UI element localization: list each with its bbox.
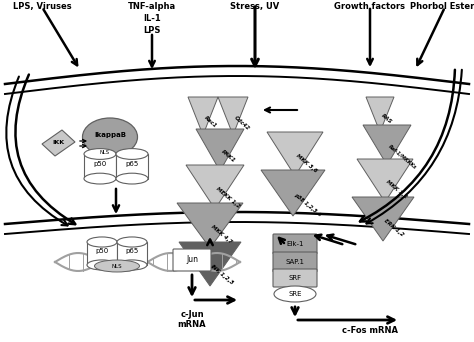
Text: MKK 1,2: MKK 1,2: [385, 180, 408, 200]
Text: p65: p65: [126, 248, 138, 254]
Bar: [84, 154, 116, 179]
Text: MEKK 1,2: MEKK 1,2: [215, 186, 241, 209]
Text: mRNA: mRNA: [178, 320, 206, 329]
Polygon shape: [42, 130, 75, 156]
Ellipse shape: [116, 173, 148, 184]
Polygon shape: [196, 129, 244, 171]
FancyBboxPatch shape: [273, 269, 317, 287]
Text: p38 1,2,3,4: p38 1,2,3,4: [293, 192, 322, 217]
Polygon shape: [363, 125, 411, 165]
Text: MKK 4,7: MKK 4,7: [210, 224, 233, 245]
Text: c-Fos mRNA: c-Fos mRNA: [342, 326, 398, 335]
Text: SRF: SRF: [289, 275, 301, 281]
Text: ERK 1,2: ERK 1,2: [383, 218, 405, 237]
Text: Stress, UV: Stress, UV: [230, 2, 280, 11]
Text: p50: p50: [93, 161, 107, 167]
Bar: [117, 242, 147, 265]
Text: IKK: IKK: [52, 141, 64, 145]
Ellipse shape: [117, 260, 147, 270]
Bar: [87, 242, 117, 265]
FancyBboxPatch shape: [173, 249, 211, 271]
Ellipse shape: [87, 237, 117, 247]
Text: SRE: SRE: [288, 291, 302, 297]
Text: Rac1: Rac1: [203, 115, 218, 129]
Text: p65: p65: [126, 161, 138, 167]
Text: Raf-1/MKKKs: Raf-1/MKKKs: [387, 144, 418, 170]
Polygon shape: [267, 132, 323, 176]
FancyArrowPatch shape: [366, 70, 462, 224]
Text: Elk-1: Elk-1: [286, 241, 304, 247]
Text: PAK1: PAK1: [220, 149, 237, 163]
Polygon shape: [186, 165, 244, 209]
Text: p50: p50: [95, 248, 109, 254]
Ellipse shape: [84, 149, 116, 159]
Ellipse shape: [84, 173, 116, 184]
Text: RAS: RAS: [381, 113, 393, 125]
FancyArrowPatch shape: [6, 77, 68, 225]
FancyArrowPatch shape: [15, 75, 75, 224]
Text: SAP.1: SAP.1: [285, 259, 304, 265]
Polygon shape: [261, 170, 325, 216]
Ellipse shape: [117, 237, 147, 247]
Text: IL-1: IL-1: [143, 14, 161, 23]
Text: MKK 3,6: MKK 3,6: [295, 153, 319, 173]
Ellipse shape: [94, 260, 139, 272]
Ellipse shape: [274, 286, 316, 302]
FancyBboxPatch shape: [273, 234, 317, 254]
Text: JNK 1,2,3: JNK 1,2,3: [210, 263, 236, 285]
Text: Cdc42: Cdc42: [233, 115, 251, 131]
Text: NLS: NLS: [100, 149, 110, 155]
FancyArrowPatch shape: [360, 70, 455, 222]
Polygon shape: [218, 97, 248, 135]
Ellipse shape: [87, 260, 117, 270]
Text: IkappaB: IkappaB: [94, 132, 126, 138]
Text: NLS: NLS: [112, 263, 122, 268]
Text: LPS: LPS: [143, 26, 161, 35]
Ellipse shape: [82, 118, 137, 156]
Polygon shape: [352, 197, 414, 241]
Text: Growth factors: Growth factors: [335, 2, 405, 11]
Polygon shape: [179, 242, 241, 286]
Text: c-Jun: c-Jun: [180, 310, 204, 319]
Polygon shape: [188, 97, 218, 135]
Polygon shape: [357, 159, 413, 202]
Polygon shape: [366, 97, 394, 132]
Ellipse shape: [116, 149, 148, 159]
Text: TNF-alpha: TNF-alpha: [128, 2, 176, 11]
Text: Jun: Jun: [186, 255, 198, 264]
FancyBboxPatch shape: [273, 252, 317, 272]
Polygon shape: [177, 203, 243, 248]
Text: Phorbol Esters: Phorbol Esters: [410, 2, 474, 11]
Text: LPS, Viruses: LPS, Viruses: [13, 2, 71, 11]
Bar: [116, 154, 148, 179]
